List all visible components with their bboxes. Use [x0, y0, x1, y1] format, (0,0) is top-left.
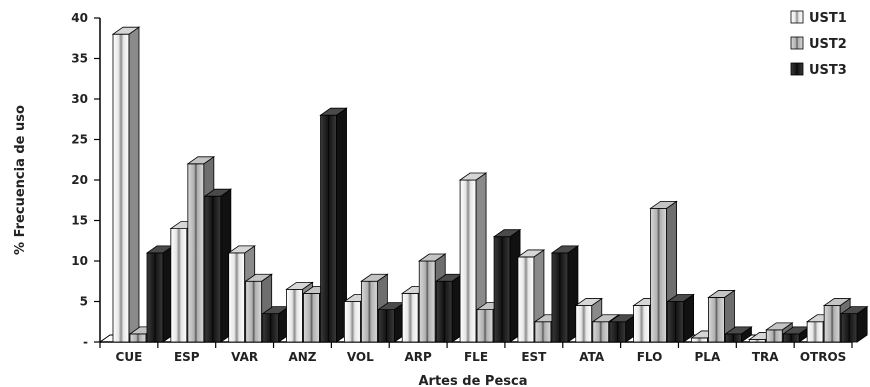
y-axis-title: % Frecuencia de uso — [13, 105, 28, 255]
legend-label: UST2 — [809, 37, 847, 52]
bar — [608, 313, 638, 343]
y-tick-label: 5 — [80, 295, 88, 309]
y-tick-label: 35 — [71, 52, 88, 66]
x-tick-label: OTROS — [800, 350, 846, 364]
x-tick-label: ARP — [404, 350, 432, 364]
bar — [261, 305, 290, 343]
legend-item: UST1 — [790, 10, 847, 26]
bar — [550, 245, 580, 343]
bar — [319, 107, 348, 343]
y-tick-label: 25 — [71, 133, 88, 147]
x-tick-label: ATA — [579, 350, 605, 364]
y-tick-label: - — [83, 335, 88, 349]
bar — [839, 305, 869, 343]
x-tick-label: FLO — [637, 350, 663, 364]
x-tick-label: VAR — [231, 350, 258, 364]
bar — [145, 245, 175, 343]
y-tick-label: 15 — [71, 214, 88, 228]
legend: UST1 UST2 UST3 — [790, 10, 847, 78]
x-tick-label: ANZ — [288, 350, 316, 364]
bar — [458, 172, 488, 343]
legend-item: UST3 — [790, 62, 847, 78]
y-tick-label: 20 — [71, 173, 88, 187]
bar — [666, 293, 695, 343]
x-tick-label: PLA — [695, 350, 721, 364]
bar — [434, 273, 464, 343]
bar — [111, 26, 141, 343]
legend-item: UST2 — [790, 36, 847, 52]
legend-label: UST3 — [809, 63, 847, 78]
x-tick-label: ESP — [174, 350, 200, 364]
legend-swatch — [790, 36, 804, 50]
legend-swatch — [790, 10, 804, 24]
x-tick-label: FLE — [464, 350, 488, 364]
x-axis-title: Artes de Pesca — [419, 374, 528, 387]
tick-labels: - 5 10 15 20 25 30 35 40 CUE ESP VAR ANZ VOL ARP FLE EST… — [71, 11, 846, 364]
x-tick-label: TRA — [752, 350, 779, 364]
y-tick-label: 30 — [71, 92, 88, 106]
bar — [377, 301, 406, 343]
legend-swatch — [790, 62, 804, 76]
bars — [111, 26, 869, 343]
x-tick-label: VOL — [347, 350, 374, 364]
bar — [203, 188, 233, 343]
bar — [492, 228, 522, 343]
y-tick-label: 10 — [71, 254, 88, 268]
y-tick-label: 40 — [71, 11, 88, 25]
x-tick-label: EST — [521, 350, 547, 364]
bar — [724, 326, 753, 343]
x-tick-label: CUE — [116, 350, 143, 364]
legend-label: UST1 — [809, 11, 847, 26]
